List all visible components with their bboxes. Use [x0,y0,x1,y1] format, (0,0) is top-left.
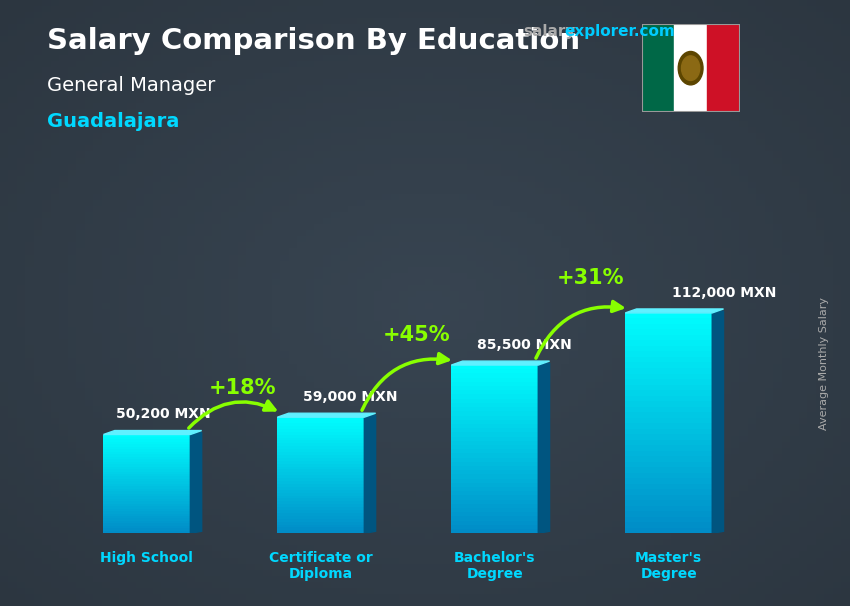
Polygon shape [712,311,723,533]
Circle shape [678,52,703,85]
Text: +31%: +31% [557,268,624,288]
Text: explorer.com: explorer.com [564,24,675,39]
Circle shape [682,56,700,81]
FancyArrowPatch shape [189,401,275,428]
Text: 85,500 MXN: 85,500 MXN [478,338,572,352]
Text: Bachelor's
Degree: Bachelor's Degree [454,551,536,581]
Text: 112,000 MXN: 112,000 MXN [672,285,777,300]
Text: Certificate or
Diploma: Certificate or Diploma [269,551,372,581]
Text: 50,200 MXN: 50,200 MXN [116,407,210,421]
Text: salary: salary [523,24,575,39]
FancyArrowPatch shape [362,354,448,410]
Polygon shape [626,309,723,313]
FancyArrowPatch shape [536,301,622,358]
Polygon shape [277,413,376,417]
Bar [642,24,674,112]
Text: 59,000 MXN: 59,000 MXN [303,390,398,404]
Text: Master's
Degree: Master's Degree [635,551,702,581]
Polygon shape [365,415,376,533]
Text: +45%: +45% [382,325,450,345]
Text: Guadalajara: Guadalajara [47,112,179,131]
Text: High School: High School [100,551,193,565]
Text: Salary Comparison By Education: Salary Comparison By Education [47,27,580,55]
Polygon shape [190,433,201,533]
Bar [674,24,707,112]
Polygon shape [451,361,550,365]
Polygon shape [104,430,201,435]
Text: General Manager: General Manager [47,76,215,95]
Text: +18%: +18% [209,378,276,398]
Text: Average Monthly Salary: Average Monthly Salary [819,297,829,430]
Bar [707,24,740,112]
Polygon shape [538,363,550,533]
